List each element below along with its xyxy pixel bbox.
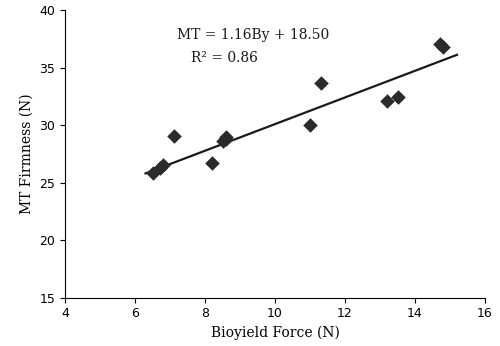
Point <box>148 171 156 176</box>
Point <box>156 165 164 171</box>
Point <box>306 122 314 128</box>
Point <box>439 44 447 50</box>
Point <box>436 41 444 46</box>
Y-axis label: MT Firmness (N): MT Firmness (N) <box>20 94 34 214</box>
Point <box>394 94 402 99</box>
Point <box>222 136 230 142</box>
Point <box>218 138 226 144</box>
Text: MT = 1.16By + 18.50: MT = 1.16By + 18.50 <box>177 28 329 42</box>
Point <box>208 161 216 166</box>
Point <box>170 133 177 138</box>
Point <box>222 134 230 139</box>
Point <box>383 98 391 104</box>
Text: R² = 0.86: R² = 0.86 <box>191 51 258 65</box>
Point <box>316 80 324 85</box>
Point <box>159 163 167 168</box>
X-axis label: Bioyield Force (N): Bioyield Force (N) <box>210 326 340 340</box>
